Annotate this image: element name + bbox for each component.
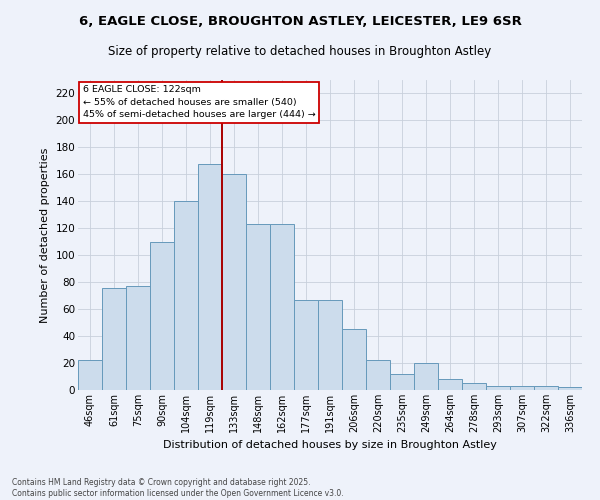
Text: 6, EAGLE CLOSE, BROUGHTON ASTLEY, LEICESTER, LE9 6SR: 6, EAGLE CLOSE, BROUGHTON ASTLEY, LEICES… (79, 15, 521, 28)
Bar (414, 363, 438, 390)
Bar (222, 174, 246, 390)
Bar (126, 286, 150, 390)
Text: Contains HM Land Registry data © Crown copyright and database right 2025.
Contai: Contains HM Land Registry data © Crown c… (12, 478, 344, 498)
Bar (342, 330, 366, 390)
Bar (438, 379, 462, 390)
Bar (558, 388, 582, 390)
Bar (510, 386, 534, 390)
Text: Size of property relative to detached houses in Broughton Astley: Size of property relative to detached ho… (109, 45, 491, 58)
Bar (294, 300, 318, 390)
X-axis label: Distribution of detached houses by size in Broughton Astley: Distribution of detached houses by size … (163, 440, 497, 450)
Bar (150, 242, 174, 390)
Bar (366, 360, 390, 390)
Bar (174, 202, 198, 390)
Bar (102, 288, 126, 390)
Bar (78, 360, 102, 390)
Bar (198, 164, 222, 390)
Text: 6 EAGLE CLOSE: 122sqm
← 55% of detached houses are smaller (540)
45% of semi-det: 6 EAGLE CLOSE: 122sqm ← 55% of detached … (83, 86, 316, 119)
Bar (270, 224, 294, 390)
Bar (390, 374, 414, 390)
Bar (534, 386, 558, 390)
Bar (462, 384, 486, 390)
Bar (318, 300, 342, 390)
Bar (486, 386, 510, 390)
Y-axis label: Number of detached properties: Number of detached properties (40, 148, 50, 322)
Bar (246, 224, 270, 390)
